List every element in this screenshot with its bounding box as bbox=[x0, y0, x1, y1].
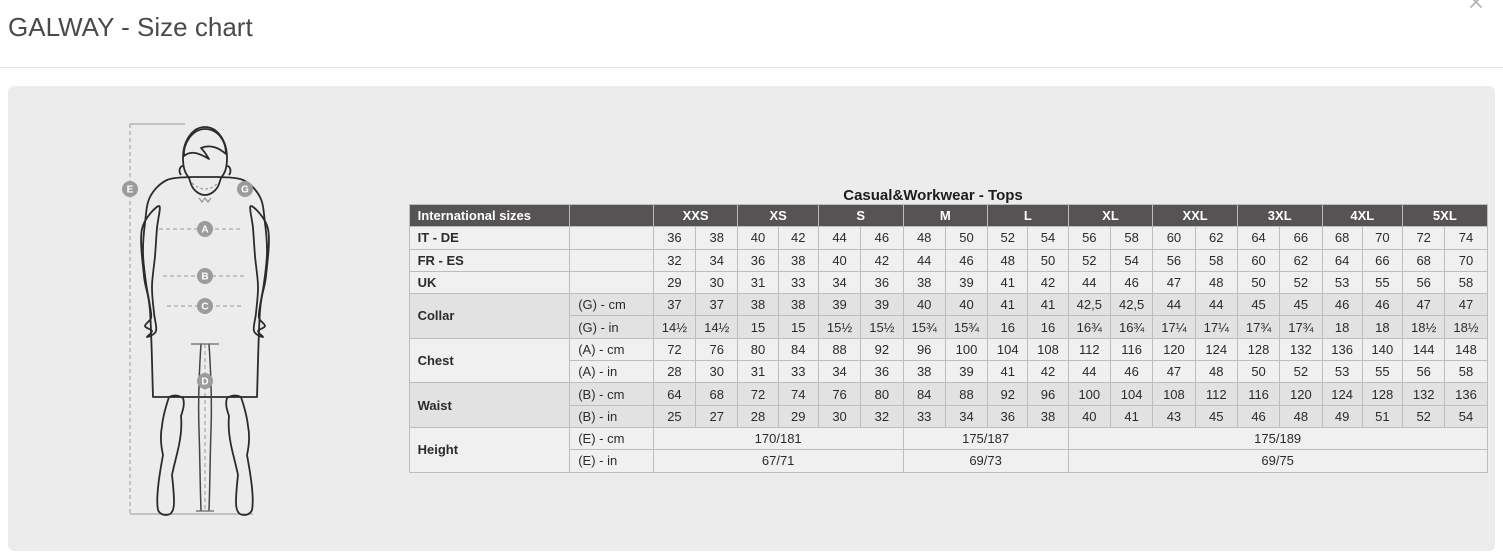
svg-text:B: B bbox=[201, 272, 208, 283]
svg-text:C: C bbox=[201, 302, 208, 313]
svg-text:D: D bbox=[201, 377, 208, 388]
svg-text:E: E bbox=[127, 185, 134, 196]
svg-text:G: G bbox=[241, 185, 249, 196]
svg-text:A: A bbox=[201, 225, 208, 236]
